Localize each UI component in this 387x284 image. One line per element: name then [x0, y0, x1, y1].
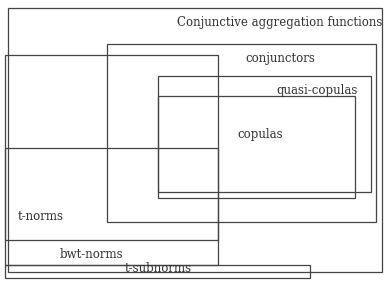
Text: t-norms: t-norms: [18, 210, 64, 223]
Bar: [158, 76, 371, 192]
Text: quasi-copulas: quasi-copulas: [277, 84, 358, 97]
Bar: [158, 96, 355, 198]
Text: conjunctors: conjunctors: [245, 52, 315, 65]
Text: t-subnorms: t-subnorms: [125, 262, 192, 275]
Bar: [5, 265, 310, 278]
Text: bwt-norms: bwt-norms: [60, 248, 123, 261]
Bar: [107, 44, 376, 222]
Bar: [5, 148, 218, 240]
Text: Conjunctive aggregation functions: Conjunctive aggregation functions: [177, 16, 383, 29]
Text: copulas: copulas: [237, 128, 283, 141]
Bar: [5, 55, 218, 265]
